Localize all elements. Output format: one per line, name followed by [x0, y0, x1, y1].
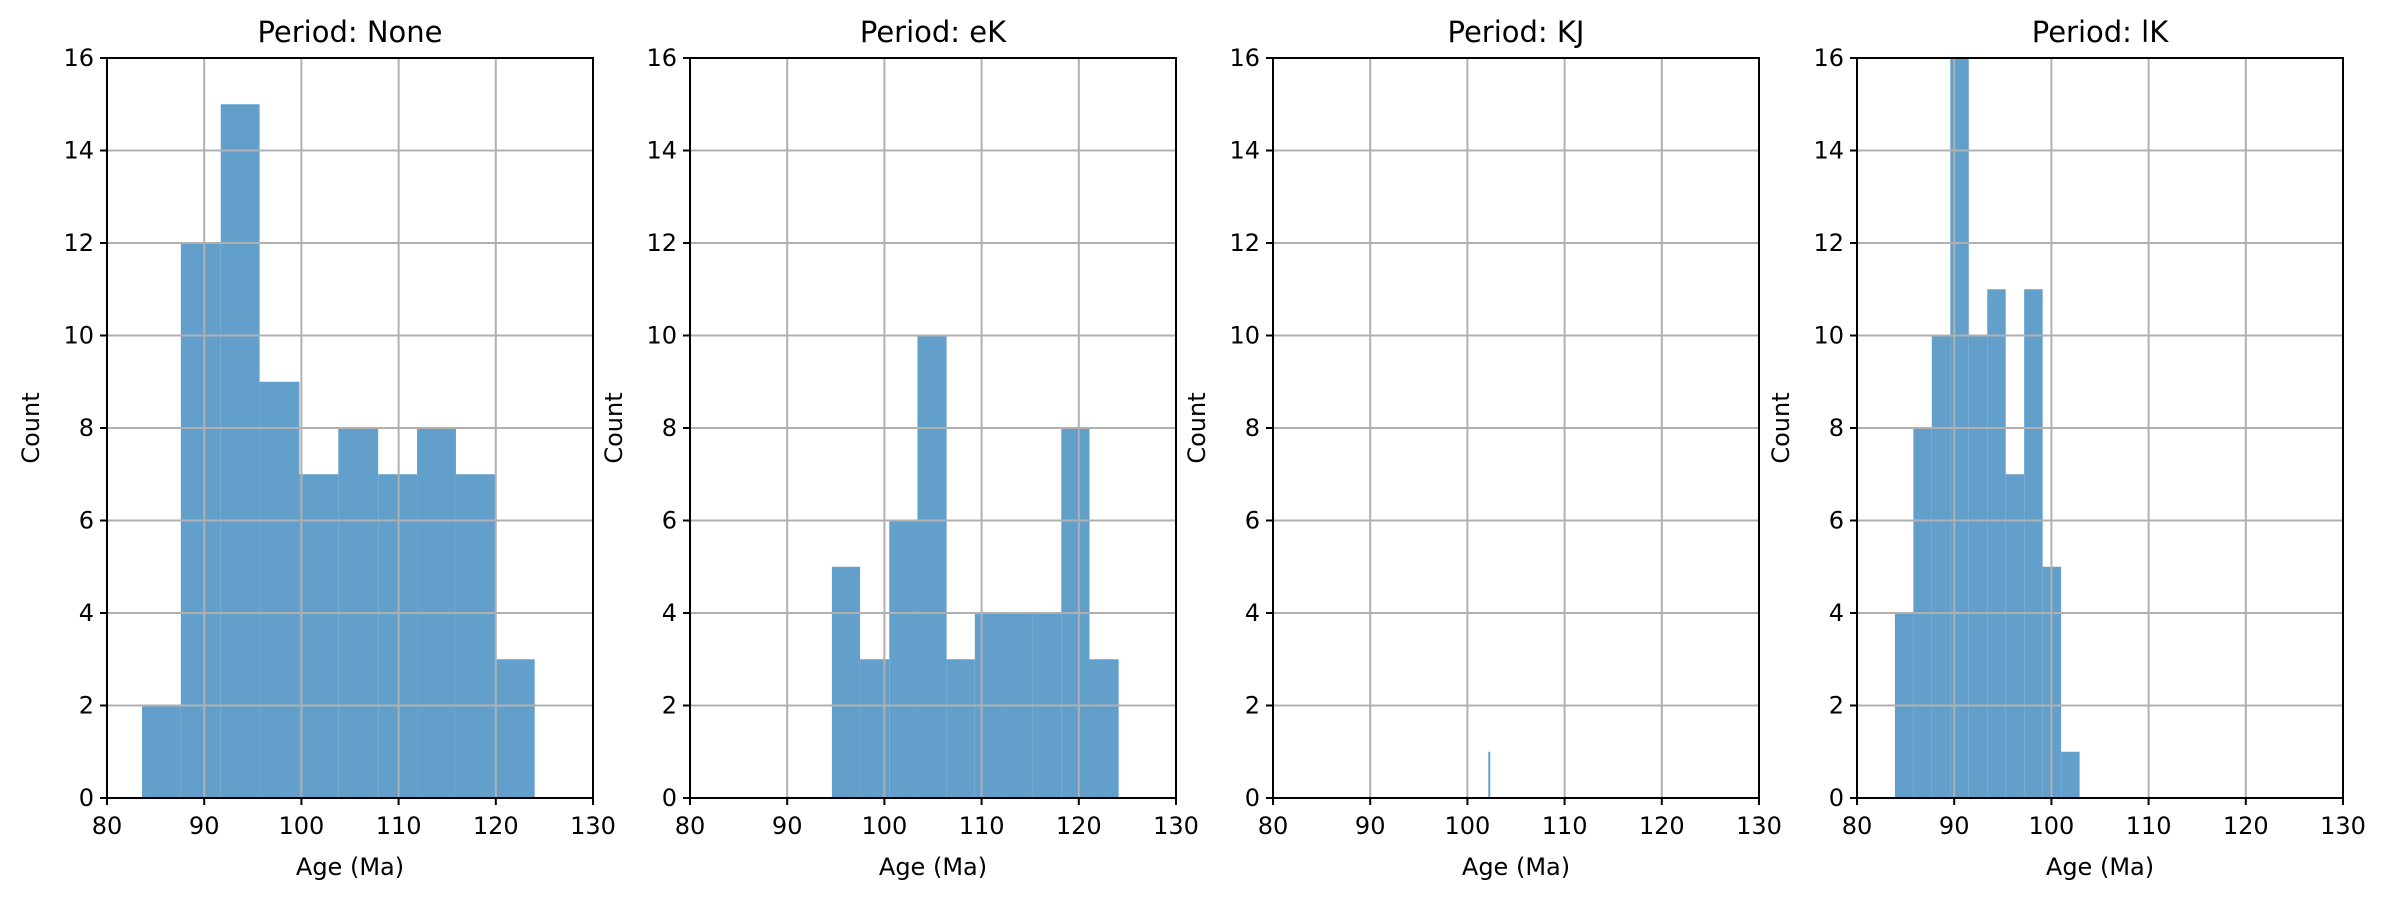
y-tick-label: 16 [646, 44, 677, 72]
x-axis-label: Age (Ma) [879, 853, 987, 881]
histogram-panel-1: 80 90 100 110 120 130 0 2 4 6 8 10 12 14 16 Period: Non… [17, 15, 616, 881]
panel-title: Period: KJ [1448, 15, 1585, 49]
x-axis-label: Age (Ma) [296, 853, 404, 881]
x-tick-label: 120 [473, 812, 519, 840]
y-tick-label: 12 [646, 229, 677, 257]
x-tick-label: 90 [772, 812, 803, 840]
x-tick-label: 100 [278, 812, 324, 840]
y-tick-label: 2 [1829, 692, 1844, 720]
x-tick-label: 100 [861, 812, 907, 840]
y-tick-label: 2 [662, 692, 677, 720]
y-tick-label: 8 [1829, 414, 1844, 442]
y-tick-label: 16 [63, 44, 94, 72]
bars [831, 335, 1119, 798]
x-tick-label: 130 [1736, 812, 1782, 840]
bar-7 [2024, 289, 2043, 798]
y-tick-label: 4 [1829, 599, 1844, 627]
y-tick-label: 0 [1245, 784, 1260, 812]
bar-8 [455, 474, 496, 798]
y-tick-label: 14 [646, 137, 677, 165]
bar-3 [917, 335, 947, 798]
y-tick-label: 10 [646, 322, 677, 350]
histogram-panel-3: 80 90 100 110 120 130 0 2 4 6 8 10 12 14 16 Period: KJ A… [1183, 15, 1782, 881]
x-axis-label: Age (Ma) [2046, 853, 2154, 881]
y-tick-label: 16 [1813, 44, 1844, 72]
y-tick-label: 10 [1813, 322, 1844, 350]
bar-0 [141, 705, 181, 798]
bar-6 [2005, 474, 2025, 798]
bars [141, 104, 535, 798]
x-tick-label: 100 [2028, 812, 2074, 840]
y-tick-label: 6 [1829, 507, 1844, 535]
bar-2 [1931, 335, 1951, 798]
bar-9 [2061, 751, 2080, 798]
y-tick-label: 0 [1829, 784, 1844, 812]
y-tick-label: 8 [662, 414, 677, 442]
y-tick-label: 4 [1245, 599, 1260, 627]
x-tick-label: 110 [2126, 812, 2172, 840]
x-tick-label: 130 [570, 812, 616, 840]
bar-4 [1968, 335, 1988, 798]
x-tick-label: 110 [959, 812, 1005, 840]
y-tick-label: 12 [1229, 229, 1260, 257]
x-tick-label: 80 [675, 812, 706, 840]
y-tick-label: 0 [79, 784, 94, 812]
y-tick-label: 8 [79, 414, 94, 442]
bar-0 [831, 566, 861, 798]
panel-title: Period: lK [2032, 15, 2169, 49]
x-tick-label: 90 [1939, 812, 1970, 840]
y-axis-label: Count [1767, 392, 1795, 463]
y-tick-label: 8 [1245, 414, 1260, 442]
x-tick-label: 120 [1056, 812, 1102, 840]
y-tick-label: 14 [1813, 137, 1844, 165]
bar-3 [259, 381, 300, 798]
histogram-panel-4: 80 90 100 110 120 130 0 2 4 6 8 10 12 14 16 Period: lK A… [1767, 15, 2366, 881]
grid-lines [1272, 57, 1760, 799]
bar-2 [889, 520, 918, 798]
y-tick-label: 4 [79, 599, 94, 627]
y-tick-label: 0 [662, 784, 677, 812]
bar-2 [220, 104, 260, 798]
x-tick-label: 120 [2223, 812, 2269, 840]
bar-0 [1488, 751, 1491, 798]
y-tick-label: 16 [1229, 44, 1260, 72]
x-tick-label: 100 [1444, 812, 1490, 840]
bar-9 [1089, 659, 1119, 798]
x-axis-label: Age (Ma) [1462, 853, 1570, 881]
y-tick-label: 12 [1813, 229, 1844, 257]
x-tick-label: 120 [1639, 812, 1685, 840]
histogram-panel-2: 80 90 100 110 120 130 0 2 4 6 8 10 12 14 16 Period: eK A… [600, 15, 1199, 881]
y-axis-label: Count [600, 392, 628, 463]
bar-4 [946, 659, 975, 798]
bars [1488, 751, 1491, 798]
y-tick-label: 6 [1245, 507, 1260, 535]
x-tick-label: 110 [376, 812, 422, 840]
x-tick-label: 90 [1355, 812, 1386, 840]
bar-5 [1987, 289, 2006, 798]
x-tick-label: 130 [1153, 812, 1199, 840]
panel-title: Period: eK [860, 15, 1007, 49]
x-tick-label: 110 [1542, 812, 1588, 840]
y-axis-label: Count [17, 392, 45, 463]
y-tick-label: 6 [662, 507, 677, 535]
x-tick-label: 80 [1258, 812, 1289, 840]
x-tick-label: 90 [189, 812, 220, 840]
y-tick-label: 12 [63, 229, 94, 257]
bar-9 [495, 659, 535, 798]
y-tick-label: 4 [662, 599, 677, 627]
x-tick-label: 80 [1842, 812, 1873, 840]
y-tick-label: 14 [1229, 137, 1260, 165]
x-tick-label: 80 [92, 812, 123, 840]
panel-title: Period: None [257, 15, 442, 49]
y-tick-label: 14 [63, 137, 94, 165]
y-tick-label: 10 [1229, 322, 1260, 350]
y-tick-label: 10 [63, 322, 94, 350]
y-tick-label: 6 [79, 507, 94, 535]
y-tick-label: 2 [79, 692, 94, 720]
y-tick-label: 2 [1245, 692, 1260, 720]
bar-4 [299, 474, 339, 798]
y-axis-label: Count [1183, 392, 1211, 463]
x-tick-label: 130 [2320, 812, 2366, 840]
